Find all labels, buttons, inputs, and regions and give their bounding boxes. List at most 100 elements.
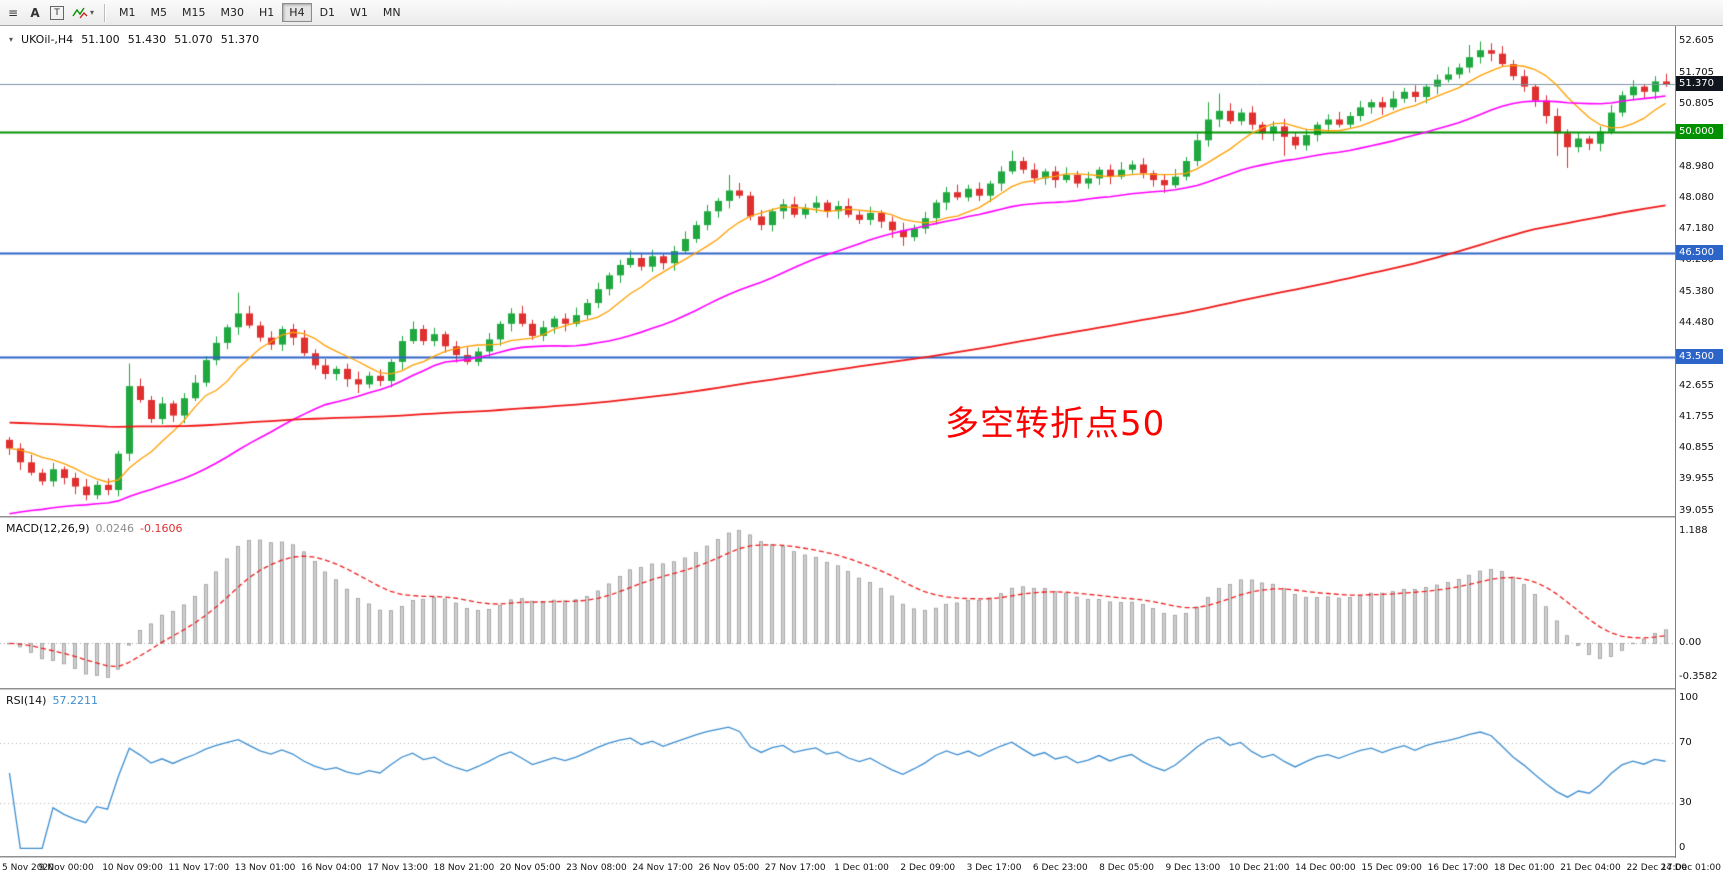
price-axis-label: 42.655 — [1679, 379, 1714, 391]
main-chart-canvas[interactable] — [0, 26, 1675, 516]
timeframe-button-w1[interactable]: W1 — [350, 6, 368, 19]
time-axis-label: 16 Nov 04:00 — [301, 863, 362, 873]
rsi-axis-label: 0 — [1679, 842, 1686, 854]
price-axis-label: 47.180 — [1679, 223, 1714, 235]
chart-close-value: 51.370 — [220, 33, 260, 46]
timeframe-button-m15[interactable]: M15 — [182, 6, 206, 19]
time-axis-label: 13 Nov 01:00 — [234, 863, 296, 873]
textbox-glyph: T — [50, 5, 64, 20]
time-axis-label: 3 Dec 17:00 — [966, 863, 1022, 873]
time-axis-label: 17 Nov 13:00 — [367, 863, 428, 873]
time-axis-label: 16 Dec 17:00 — [1427, 863, 1489, 873]
timeframe-button-mn[interactable]: MN — [382, 6, 401, 19]
timeframe-button-d1[interactable]: D1 — [319, 6, 336, 19]
price-axis-label: 40.855 — [1679, 442, 1714, 454]
text-label-glyph: A — [30, 5, 40, 20]
price-axis-label: 51.705 — [1679, 66, 1714, 78]
panel-separator[interactable] — [0, 516, 1723, 518]
indicators-dropdown-icon[interactable]: ▾ — [90, 8, 95, 17]
price-axis-label: 48.080 — [1679, 192, 1714, 204]
price-axis-label: 50.805 — [1679, 97, 1714, 109]
time-axis-label: 18 Dec 01:00 — [1493, 863, 1555, 873]
time-axis-label: 18 Nov 21:00 — [433, 863, 495, 873]
chart-list-glyph: ≡ — [7, 5, 19, 20]
panel-separator[interactable] — [0, 856, 1723, 858]
panel-separator[interactable] — [0, 688, 1723, 690]
macd-axis-label: -0.3582 — [1679, 671, 1718, 683]
textbox-icon[interactable]: T — [47, 3, 67, 23]
chart-open-value: 51.100 — [81, 33, 120, 46]
time-axis-label: 5 Nov 2020 — [2, 863, 54, 873]
chart-annotation: 多空转折点50 — [945, 404, 1166, 444]
price-badge-level-50000: 50.000 — [1676, 123, 1723, 139]
timeframe-button-m1[interactable]: M1 — [119, 6, 136, 19]
timeframe-group: M1 M5 M15 M30 H1 H4 D1 W1 MN — [112, 3, 408, 22]
time-axis-label: 23 Nov 08:00 — [566, 863, 627, 873]
rsi-name: RSI(14) — [6, 694, 47, 707]
timeframe-button-h4[interactable]: H4 — [282, 3, 312, 22]
price-badge-current-price: 51.370 — [1676, 76, 1723, 92]
time-axis-label: 27 Nov 17:00 — [764, 863, 826, 873]
main-chart-panel: ▾ UKOil-,H4 51.100 51.430 51.070 51.370 … — [0, 26, 1675, 516]
time-axis-label: 24 Dec 01:00 — [1660, 863, 1721, 873]
rsi-value: 57.2211 — [52, 694, 98, 707]
timeframe-button-h1[interactable]: H1 — [259, 6, 275, 19]
price-axis-label: 48.980 — [1679, 160, 1714, 172]
macd-name: MACD(12,26,9) — [6, 522, 90, 535]
time-axis[interactable]: 5 Nov 2020 9 Nov 00:00 10 Nov 09:00 11 Nov … — [0, 858, 1723, 890]
time-axis-label: 8 Dec 05:00 — [1099, 863, 1154, 873]
rsi-canvas[interactable] — [0, 690, 1675, 856]
rsi-panel: RSI(14) 57.2211 — [0, 690, 1675, 856]
price-axis-label: 45.380 — [1679, 285, 1714, 297]
macd-signal-value: -0.1606 — [140, 522, 183, 535]
time-axis-label: 10 Nov 09:00 — [102, 863, 163, 873]
chart-dropdown-icon[interactable]: ▾ — [9, 35, 14, 44]
time-axis-label: 9 Nov 00:00 — [38, 863, 94, 873]
price-axis-label: 44.480 — [1679, 316, 1714, 328]
time-axis-label: 6 Dec 23:00 — [1032, 863, 1088, 873]
rsi-axis-label: 100 — [1679, 691, 1699, 703]
time-axis-label: 24 Nov 17:00 — [632, 863, 694, 873]
macd-axis-label: 1.188 — [1679, 524, 1708, 536]
price-axis-label: 52.605 — [1679, 35, 1714, 47]
toolbar: ≡ A T ▾ M1 M5 M15 M30 H1 H4 D1 W1 MN — [0, 0, 1723, 26]
macd-panel: MACD(12,26,9) 0.0246 -0.1606 — [0, 518, 1675, 688]
text-label-icon[interactable]: A — [25, 3, 45, 23]
chart-high-value: 51.430 — [127, 33, 167, 46]
timeframe-button-m30[interactable]: M30 — [220, 6, 245, 19]
time-axis-label: 11 Nov 17:00 — [168, 863, 230, 873]
price-axis-label: 39.955 — [1679, 473, 1714, 485]
time-axis-label: 2 Dec 09:00 — [900, 863, 956, 873]
chart-symbol: UKOil-,H4 — [21, 33, 74, 46]
price-axis-label: 39.055 — [1679, 504, 1714, 516]
rsi-axis-label: 70 — [1679, 736, 1692, 748]
time-axis-label: 14 Dec 00:00 — [1295, 863, 1356, 873]
indicators-icon[interactable]: ▾ — [69, 3, 97, 23]
price-badge-level-43500: 43.500 — [1676, 348, 1723, 364]
rsi-axis-label: 30 — [1679, 797, 1692, 809]
macd-canvas[interactable] — [0, 518, 1675, 688]
time-axis-label: 10 Dec 21:00 — [1228, 863, 1290, 873]
macd-label: MACD(12,26,9) 0.0246 -0.1606 — [6, 522, 183, 535]
indicators-zigzag-icon — [72, 7, 88, 18]
time-axis-label: 26 Nov 05:00 — [698, 863, 760, 873]
macd-axis-label: 0.00 — [1679, 637, 1702, 649]
chart-list-icon[interactable]: ≡ — [3, 3, 23, 23]
price-axis-label: 46.280 — [1679, 254, 1714, 266]
time-axis-label: 20 Nov 05:00 — [499, 863, 561, 873]
price-axis-label: 41.755 — [1679, 411, 1714, 423]
chart-low-value: 51.070 — [174, 33, 213, 46]
time-axis-label: 1 Dec 01:00 — [834, 863, 889, 873]
time-axis-label: 21 Dec 04:00 — [1560, 863, 1621, 873]
time-axis-label: 9 Dec 13:00 — [1165, 863, 1221, 873]
price-badge-level-46500: 46.500 — [1676, 244, 1723, 260]
time-axis-label: 15 Dec 09:00 — [1361, 863, 1422, 873]
timeframe-button-m5[interactable]: M5 — [150, 6, 168, 19]
toolbar-separator — [104, 3, 106, 22]
rsi-label: RSI(14) 57.2211 — [6, 694, 98, 707]
time-axis-label: 22 Dec 17:00 — [1626, 863, 1687, 873]
price-axis[interactable]: 52.605 51.705 50.805 48.980 48.080 47.180 46.2… — [1675, 26, 1723, 858]
macd-main-value: 0.0246 — [95, 522, 135, 535]
chart-info: ▾ UKOil-,H4 51.100 51.430 51.070 51.370 — [7, 33, 259, 46]
